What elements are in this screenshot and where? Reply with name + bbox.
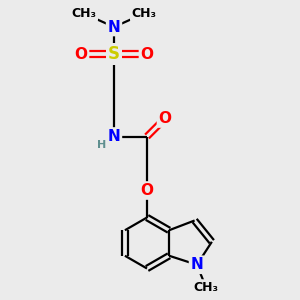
Text: N: N (108, 20, 120, 34)
Text: CH₃: CH₃ (131, 7, 157, 20)
Text: N: N (108, 129, 120, 144)
Text: O: O (140, 46, 154, 62)
Text: O: O (74, 46, 88, 62)
Text: H: H (97, 140, 106, 151)
Text: CH₃: CH₃ (71, 7, 97, 20)
Text: S: S (108, 45, 120, 63)
Text: O: O (158, 111, 172, 126)
Text: N: N (190, 257, 203, 272)
Text: O: O (140, 183, 154, 198)
Text: CH₃: CH₃ (194, 281, 218, 294)
